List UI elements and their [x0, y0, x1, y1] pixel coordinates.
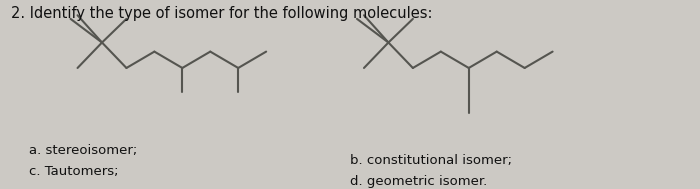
Text: d. geometric isomer.: d. geometric isomer. [350, 175, 487, 188]
Text: a. stereoisomer;: a. stereoisomer; [29, 144, 137, 157]
Text: 2. Identify the type of isomer for the following molecules:: 2. Identify the type of isomer for the f… [11, 6, 433, 21]
Text: b. constitutional isomer;: b. constitutional isomer; [350, 154, 512, 167]
Text: c. Tautomers;: c. Tautomers; [29, 165, 118, 178]
